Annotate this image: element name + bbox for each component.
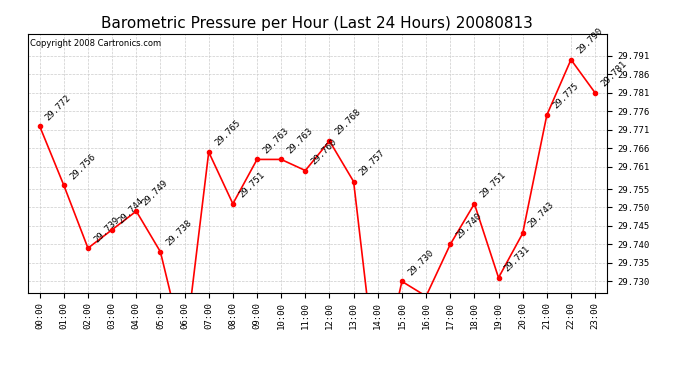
Text: 29.738: 29.738 [165, 219, 194, 248]
Text: 29.711: 29.711 [0, 374, 1, 375]
Text: 29.730: 29.730 [406, 248, 435, 277]
Text: 29.790: 29.790 [575, 26, 604, 56]
Text: 29.743: 29.743 [527, 200, 556, 229]
Text: Copyright 2008 Cartronics.com: Copyright 2008 Cartronics.com [30, 39, 161, 48]
Text: 29.757: 29.757 [358, 148, 387, 177]
Text: 29.751: 29.751 [479, 171, 508, 200]
Text: 29.751: 29.751 [237, 171, 266, 200]
Text: 29.739: 29.739 [92, 215, 121, 244]
Text: 29.781: 29.781 [600, 60, 629, 89]
Text: 29.763: 29.763 [286, 126, 315, 155]
Text: 29.763: 29.763 [262, 126, 290, 155]
Text: 29.768: 29.768 [334, 108, 363, 137]
Text: 29.772: 29.772 [44, 93, 73, 122]
Text: 29.726: 29.726 [0, 374, 1, 375]
Text: 29.744: 29.744 [117, 196, 146, 225]
Text: 29.775: 29.775 [551, 82, 580, 111]
Text: 29.740: 29.740 [455, 211, 484, 240]
Text: 29.731: 29.731 [503, 244, 532, 273]
Text: 29.701: 29.701 [0, 374, 1, 375]
Text: 29.760: 29.760 [310, 137, 339, 166]
Title: Barometric Pressure per Hour (Last 24 Hours) 20080813: Barometric Pressure per Hour (Last 24 Ho… [101, 16, 533, 31]
Text: 29.756: 29.756 [68, 152, 97, 181]
Text: 29.765: 29.765 [213, 119, 242, 148]
Text: 29.749: 29.749 [141, 178, 170, 207]
